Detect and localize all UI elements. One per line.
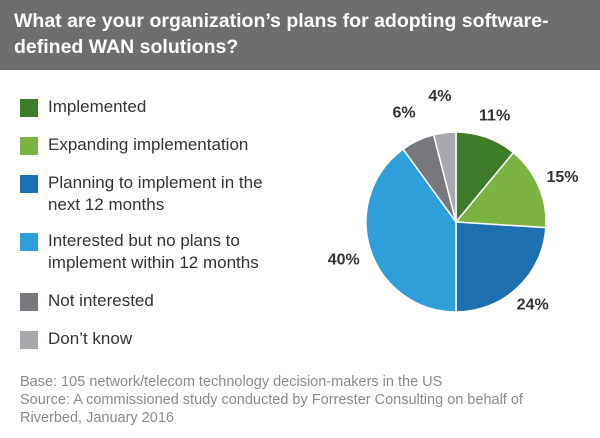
footer-source-line-2: Riverbed, January 2016 bbox=[20, 410, 174, 426]
legend-swatch-planning bbox=[20, 175, 38, 193]
legend-label-implemented: Implemented bbox=[48, 97, 147, 116]
legend-item-not-interested: Not interested bbox=[20, 290, 320, 312]
legend-item-planning: Planning to implement in the next 12 mon… bbox=[20, 172, 320, 216]
pie-label-planning: 24% bbox=[517, 297, 549, 314]
legend-item-expanding: Expanding implementation bbox=[20, 134, 320, 156]
footer-base: Base: 105 network/telecom technology dec… bbox=[20, 374, 443, 390]
pie-slice-planning bbox=[455, 221, 547, 313]
pie-label-implemented: 11% bbox=[479, 108, 510, 125]
pie-slice-expanding bbox=[454, 151, 547, 229]
chart-title-line-1: What are your organization’s plans for a… bbox=[14, 10, 549, 32]
footer: Base: 105 network/telecom technology dec… bbox=[20, 373, 590, 427]
footer-source-line-1: Source: A commissioned study conducted b… bbox=[20, 392, 523, 408]
pie-slice-dont-know bbox=[432, 131, 457, 223]
pie-label-interested: 40% bbox=[328, 251, 360, 268]
pie-label-expanding: 15% bbox=[546, 169, 578, 186]
legend-item-interested: Interested but no plans to implement wit… bbox=[20, 230, 320, 274]
chart-title-line-2: defined WAN solutions? bbox=[14, 36, 239, 58]
legend-swatch-expanding bbox=[20, 137, 38, 155]
legend-swatch-interested bbox=[20, 233, 38, 251]
legend-swatch-dont-know bbox=[20, 331, 38, 349]
legend-label-dont-know: Don’t know bbox=[48, 329, 133, 348]
legend-label-interested: Interested but no plans to implement wit… bbox=[48, 231, 259, 272]
legend-swatch-implemented bbox=[20, 99, 38, 117]
pie-label-not-interested: 6% bbox=[392, 105, 415, 122]
legend-label-not-interested: Not interested bbox=[48, 291, 154, 310]
legend-item-implemented: Implemented bbox=[20, 96, 320, 118]
chart-title: What are your organization’s plans for a… bbox=[0, 0, 600, 70]
legend-label-expanding: Expanding implementation bbox=[48, 135, 249, 154]
pie-slice-interested bbox=[365, 148, 457, 313]
legend-item-dont-know: Don’t know bbox=[20, 328, 320, 350]
legend-swatch-not-interested bbox=[20, 293, 38, 311]
pie-label-dont-know: 4% bbox=[428, 88, 451, 105]
legend-label-planning: Planning to implement in the next 12 mon… bbox=[48, 173, 263, 214]
